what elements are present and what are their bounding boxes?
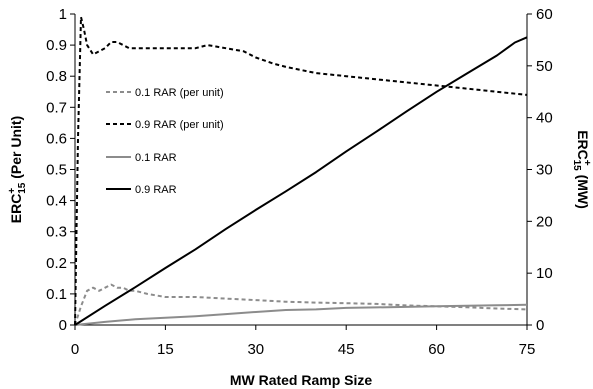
right-axis-title-sub: 15: [571, 160, 582, 172]
left-tick-label: 0.8: [46, 68, 67, 85]
left-axis-title-sub: 15: [17, 182, 28, 194]
right-axis-title: ERC+15 (MW): [571, 130, 592, 209]
right-tick-label: 0: [536, 317, 544, 334]
left-tick-label: 0.4: [46, 193, 67, 210]
right-tick-label: 20: [536, 213, 553, 230]
right-tick-label: 40: [536, 110, 553, 127]
right-axis-title-sup: +: [581, 160, 592, 166]
x-axis-title: MW Rated Ramp Size: [230, 372, 373, 388]
x-tick-label: 60: [428, 341, 445, 358]
x-tick-label: 45: [338, 341, 355, 358]
left-tick-label: 0.2: [46, 255, 67, 272]
left-tick-label: 0.1: [46, 286, 67, 303]
x-tick-label: 30: [247, 341, 264, 358]
right-axis-title-suffix: (MW): [575, 171, 591, 209]
legend-label: 0.9 RAR (per unit): [135, 119, 224, 131]
left-axis-title-main: ERC: [8, 194, 24, 224]
legend-label: 0.1 RAR: [135, 152, 177, 164]
x-tick-label: 75: [519, 341, 536, 358]
left-tick-label: 0.7: [46, 99, 67, 116]
right-tick-label: 10: [536, 265, 553, 282]
legend: 0.1 RAR (per unit) 0.9 RAR (per unit) 0.1 …: [106, 87, 224, 196]
left-axis-title: ERC+15 (Per Unit): [7, 116, 28, 223]
left-tick-label: 0.3: [46, 224, 67, 241]
left-tick-label: 1: [59, 6, 67, 23]
right-tick-label: 30: [536, 162, 553, 179]
x-tick-label: 0: [71, 341, 79, 358]
legend-label: 0.1 RAR (per unit): [135, 87, 224, 99]
left-tick-label: 0.6: [46, 130, 67, 147]
left-tick-label: 0: [59, 317, 67, 334]
left-tick-label: 0.5: [46, 162, 67, 179]
left-tick-label: 0.9: [46, 37, 67, 54]
series-line-0-9-rar-per-unit: [74, 16, 528, 326]
right-axis-title-main: ERC: [575, 130, 591, 160]
series-line-0-9-rar: [74, 36, 528, 326]
x-axis-ticks: 0 15 30 45 60 75: [71, 325, 536, 358]
legend-label: 0.9 RAR: [135, 184, 177, 196]
left-axis-title-suffix: (Per Unit): [8, 116, 24, 183]
right-tick-label: 50: [536, 58, 553, 75]
right-axis-ticks: 0 10 20 30 40 50 60: [527, 6, 553, 334]
series-line-0-1-rar-per-unit: [74, 283, 528, 326]
left-axis-ticks: 0 0.1 0.2 0.3 0.4 0.5 0.6 0.7 0.8 0.9 1: [46, 6, 75, 334]
right-tick-label: 60: [536, 6, 553, 23]
series-line-0-1-rar: [74, 303, 528, 326]
x-tick-label: 15: [157, 341, 174, 358]
left-axis-title-sup: +: [7, 188, 18, 194]
series-layer: [74, 16, 528, 326]
